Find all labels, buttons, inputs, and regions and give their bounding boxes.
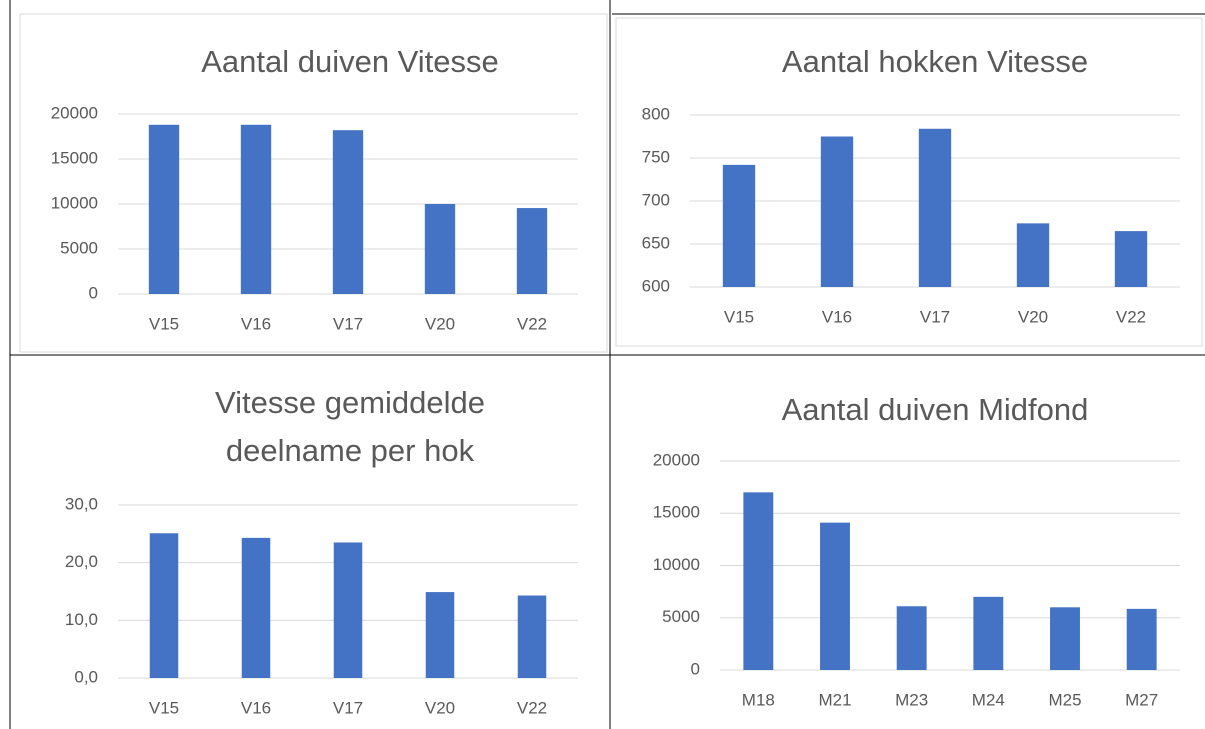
y-tick-label: 15000 <box>653 503 700 522</box>
bar <box>896 606 927 670</box>
bar <box>1114 231 1148 287</box>
y-tick-label: 5000 <box>60 238 98 257</box>
bar <box>332 130 364 294</box>
x-tick-label: V20 <box>1018 307 1048 326</box>
chart-title: Vitesse gemiddelde deelname per hok <box>215 385 485 468</box>
x-tick-label: M27 <box>1125 690 1158 709</box>
bar <box>240 124 272 294</box>
x-tick-label: V16 <box>241 314 271 333</box>
bar <box>973 596 1004 670</box>
y-tick-label: 15000 <box>51 148 98 167</box>
y-tick-label: 10000 <box>653 555 700 574</box>
x-tick-label: V15 <box>149 698 179 717</box>
bar <box>241 537 271 678</box>
y-tick-label: 20,0 <box>65 552 98 571</box>
bar <box>820 522 850 670</box>
y-tick-label: 5000 <box>662 607 700 626</box>
bar <box>424 204 456 294</box>
chart-frame <box>19 13 608 353</box>
y-tick-label: 750 <box>642 147 670 166</box>
x-tick-label: M25 <box>1048 690 1081 709</box>
x-tick-label: M24 <box>972 690 1005 709</box>
x-tick-label: V17 <box>333 314 363 333</box>
x-tick-label: V15 <box>149 314 179 333</box>
y-tick-label: 600 <box>642 276 670 295</box>
chart-title: Aantal duiven Vitesse <box>201 44 499 79</box>
y-tick-label: 700 <box>642 190 670 209</box>
x-tick-label: V16 <box>241 698 271 717</box>
x-tick-label: V15 <box>724 307 754 326</box>
y-tick-label: 10,0 <box>65 610 98 629</box>
bar <box>918 128 952 287</box>
y-tick-label: 0 <box>89 283 98 302</box>
bar <box>1016 223 1050 287</box>
bar <box>1050 607 1080 670</box>
bar <box>820 136 854 287</box>
y-tick-label: 20000 <box>653 450 700 469</box>
x-tick-label: V20 <box>425 698 455 717</box>
x-tick-label: M21 <box>818 690 851 709</box>
y-tick-label: 0 <box>691 659 700 678</box>
y-tick-label: 650 <box>642 233 670 252</box>
y-tick-label: 800 <box>642 104 670 123</box>
y-tick-label: 0,0 <box>74 667 98 686</box>
x-tick-label: V22 <box>517 698 547 717</box>
x-tick-label: V17 <box>333 698 363 717</box>
x-tick-label: M18 <box>742 690 775 709</box>
bar <box>1126 608 1157 670</box>
bar <box>425 592 455 678</box>
bar <box>149 533 179 678</box>
y-tick-label: 10000 <box>51 193 98 212</box>
bar <box>516 208 548 294</box>
bar <box>722 164 756 287</box>
x-tick-label: V22 <box>1116 307 1146 326</box>
y-tick-label: 20000 <box>51 103 98 122</box>
bar <box>517 595 547 678</box>
x-tick-label: M23 <box>895 690 928 709</box>
x-tick-label: V16 <box>822 307 852 326</box>
chart-frame <box>615 17 1203 347</box>
bar <box>148 124 180 294</box>
x-tick-label: V22 <box>517 314 547 333</box>
bar <box>333 542 363 678</box>
chart-title: Aantal duiven Midfond <box>781 392 1089 427</box>
bar <box>743 492 774 670</box>
y-tick-label: 30,0 <box>65 494 98 513</box>
x-tick-label: V20 <box>425 314 455 333</box>
chart-title: Aantal hokken Vitesse <box>781 44 1089 79</box>
x-tick-label: V17 <box>920 307 950 326</box>
